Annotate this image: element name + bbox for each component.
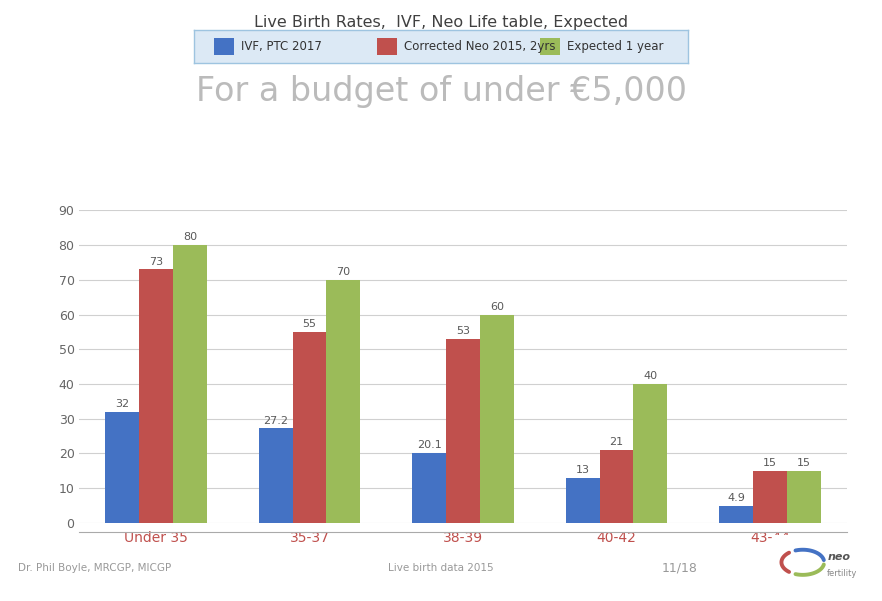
Text: Live Birth Rates,  IVF, Neo Life table, Expected: Live Birth Rates, IVF, Neo Life table, E… — [254, 15, 628, 30]
Bar — [720, 506, 753, 523]
Text: IVF, PTC 2017: IVF, PTC 2017 — [241, 40, 322, 53]
Bar — [600, 450, 633, 523]
Bar — [480, 314, 513, 523]
Text: 4.9: 4.9 — [728, 493, 745, 503]
Bar — [106, 412, 139, 523]
Text: neo: neo — [828, 552, 851, 561]
Text: For a budget of under €5,000: For a budget of under €5,000 — [196, 75, 686, 108]
Bar — [293, 332, 326, 523]
Text: 15: 15 — [763, 458, 777, 468]
Text: 53: 53 — [456, 326, 470, 336]
Bar — [413, 453, 446, 523]
Text: 11/18: 11/18 — [662, 561, 697, 575]
Bar — [377, 38, 397, 55]
Text: 15: 15 — [796, 458, 811, 468]
Bar — [566, 478, 600, 523]
Bar — [446, 339, 480, 523]
Text: 27.2: 27.2 — [264, 416, 288, 426]
Text: 80: 80 — [183, 233, 197, 242]
Bar — [753, 471, 787, 523]
Text: 73: 73 — [149, 257, 163, 267]
Text: 40: 40 — [643, 371, 657, 381]
Text: Dr. Phil Boyle, MRCGP, MICGP: Dr. Phil Boyle, MRCGP, MICGP — [18, 563, 171, 573]
Bar — [787, 471, 820, 523]
Bar — [633, 384, 667, 523]
Text: 32: 32 — [116, 399, 130, 409]
Text: fertility: fertility — [827, 569, 857, 578]
Bar — [259, 429, 293, 523]
Text: 13: 13 — [576, 465, 590, 475]
Text: 70: 70 — [336, 267, 350, 277]
Text: 60: 60 — [490, 302, 504, 312]
Bar — [540, 38, 559, 55]
Bar — [326, 280, 360, 523]
Text: Corrected Neo 2015, 2yrs: Corrected Neo 2015, 2yrs — [404, 40, 556, 53]
Text: 20.1: 20.1 — [417, 441, 442, 450]
Text: Live birth data 2015: Live birth data 2015 — [388, 563, 494, 573]
Bar — [173, 245, 206, 523]
Text: 21: 21 — [609, 437, 624, 447]
Bar — [139, 269, 173, 523]
Text: Expected 1 year: Expected 1 year — [567, 40, 663, 53]
Text: 55: 55 — [303, 319, 317, 329]
Bar — [213, 38, 234, 55]
